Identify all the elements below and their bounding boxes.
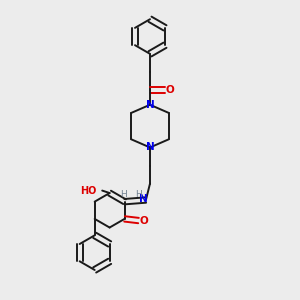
Text: N: N (146, 100, 154, 110)
Text: H: H (120, 190, 126, 199)
Text: H: H (135, 190, 142, 199)
Text: O: O (140, 215, 148, 226)
Text: O: O (166, 85, 175, 95)
Text: N: N (139, 194, 147, 203)
Text: HO: HO (80, 186, 97, 196)
Text: N: N (146, 142, 154, 152)
